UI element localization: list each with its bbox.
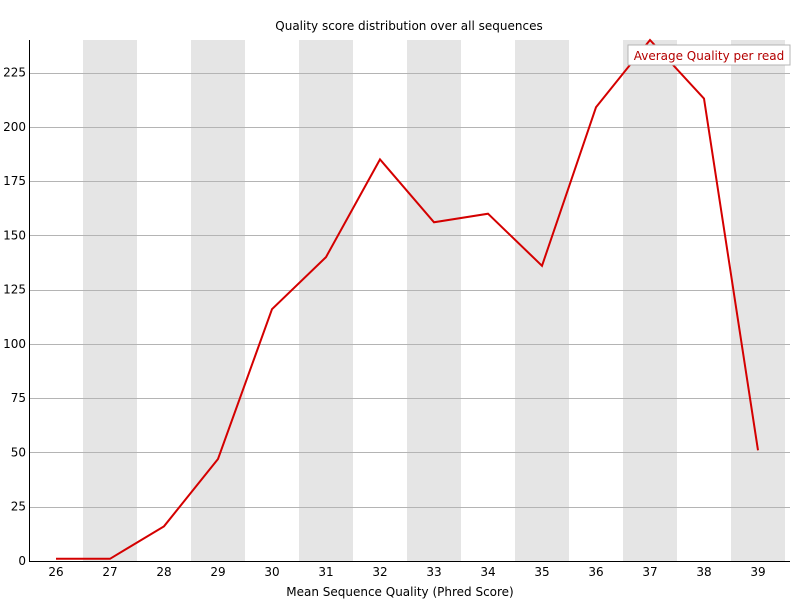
x-tick-label: 33 bbox=[426, 565, 441, 579]
y-tick-label: 25 bbox=[11, 500, 26, 514]
category-band bbox=[191, 40, 245, 561]
x-axis-label: Mean Sequence Quality (Phred Score) bbox=[286, 585, 514, 599]
x-tick-label: 37 bbox=[642, 565, 657, 579]
y-tick-label: 125 bbox=[3, 283, 26, 297]
y-tick-label: 200 bbox=[3, 120, 26, 134]
x-tick-label: 26 bbox=[48, 565, 63, 579]
category-band bbox=[731, 40, 785, 561]
category-band bbox=[623, 40, 677, 561]
category-band bbox=[299, 40, 353, 561]
category-band bbox=[515, 40, 569, 561]
legend: Average Quality per read bbox=[627, 44, 791, 66]
category-band bbox=[407, 40, 461, 561]
y-tick-label: 50 bbox=[11, 445, 26, 459]
y-tick-label: 0 bbox=[18, 554, 26, 568]
y-tick-label: 225 bbox=[3, 66, 26, 80]
x-tick-label: 34 bbox=[480, 565, 495, 579]
legend-box bbox=[627, 44, 791, 66]
x-tick-label: 38 bbox=[696, 565, 711, 579]
y-tick-label: 150 bbox=[3, 228, 26, 242]
alternating-bands bbox=[83, 40, 785, 561]
axes bbox=[29, 40, 790, 562]
x-tick-label: 31 bbox=[318, 565, 333, 579]
x-tick-label: 32 bbox=[372, 565, 387, 579]
x-tick-label: 35 bbox=[534, 565, 549, 579]
y-tick-label: 175 bbox=[3, 174, 26, 188]
x-tick-labels: 26 27 28 29 30 31 32 33 34 35 36 37 38 39 bbox=[48, 565, 765, 579]
legend-entry: Average Quality per read bbox=[634, 49, 785, 63]
grid-lines bbox=[29, 73, 790, 508]
chart-title: Quality score distribution over all sequ… bbox=[275, 19, 542, 33]
y-tick-label: 100 bbox=[3, 337, 26, 351]
x-tick-label: 30 bbox=[264, 565, 279, 579]
x-tick-label: 39 bbox=[750, 565, 765, 579]
x-tick-label: 29 bbox=[210, 565, 225, 579]
category-band bbox=[83, 40, 137, 561]
x-tick-label: 27 bbox=[102, 565, 117, 579]
x-tick-label: 28 bbox=[156, 565, 171, 579]
y-tick-labels: 0 25 50 75 100 125 150 175 200 225 bbox=[3, 66, 26, 568]
y-tick-label: 75 bbox=[11, 391, 26, 405]
x-tick-label: 36 bbox=[588, 565, 603, 579]
